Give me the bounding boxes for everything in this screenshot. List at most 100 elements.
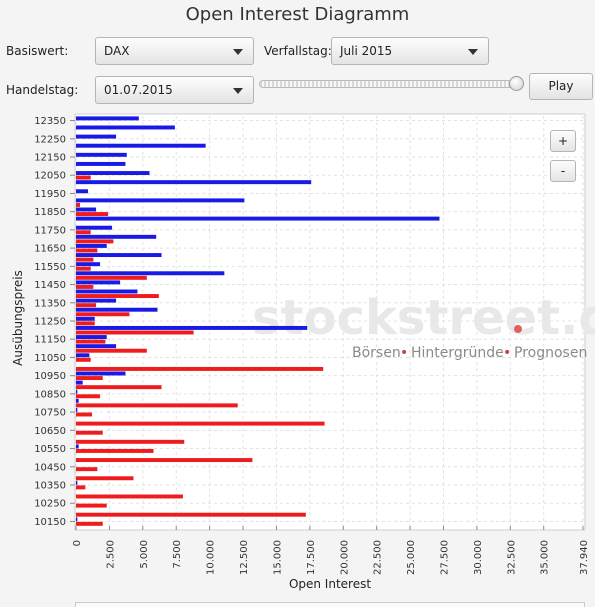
bar-red-11300: [76, 312, 130, 317]
handelstag-slider[interactable]: [259, 80, 521, 88]
bar-red-10200: [76, 512, 306, 517]
y-tick-label: 12250: [34, 134, 66, 145]
y-tick-label: 10650: [34, 426, 66, 437]
bar-blue-10150: [76, 517, 78, 522]
bar-blue-11200: [76, 325, 308, 330]
handelstag-select[interactable]: 01.07.2015: [95, 76, 254, 104]
x-tick-label: 22.500: [373, 540, 384, 575]
x-tick-label: 5.000: [139, 540, 150, 569]
bar-red-10800: [76, 403, 238, 408]
bar-red-12050: [76, 175, 91, 180]
play-button[interactable]: Play: [529, 73, 593, 100]
x-tick-label: 17.500: [306, 540, 317, 575]
bar-red-10950: [76, 376, 103, 381]
bar-red-10400: [76, 476, 134, 481]
y-tick-label: 12050: [34, 171, 66, 182]
y-tick-label: 11150: [34, 335, 66, 346]
bar-red-10550: [76, 448, 154, 453]
bar-red-10700: [76, 421, 325, 426]
bar-red-11500: [76, 275, 147, 280]
y-tick-label: 11750: [34, 225, 66, 236]
bar-blue-11050: [76, 353, 90, 358]
x-tick-label: 2.500: [105, 540, 116, 569]
zoom-in-button[interactable]: +: [550, 130, 576, 152]
tagline-part: Börsen: [352, 345, 401, 361]
bar-blue-11700: [76, 234, 157, 239]
bar-red-11150: [76, 339, 106, 344]
y-tick-label: 10950: [34, 371, 66, 382]
bars: [76, 116, 440, 526]
y-tick-label: 11450: [34, 280, 66, 291]
bar-blue-11850: [76, 207, 97, 212]
bar-blue-10550: [76, 444, 79, 449]
y-tick-label: 10450: [34, 462, 66, 473]
bar-blue-11300: [76, 307, 158, 312]
x-tick-label: 25.000: [406, 540, 417, 575]
chevron-down-icon: [233, 88, 243, 94]
verfallstag-select[interactable]: Juli 2015: [331, 37, 489, 65]
y-tick-label: 12350: [34, 116, 66, 127]
bar-red-11400: [76, 294, 159, 299]
tagline-separator-icon: •: [400, 345, 408, 361]
bar-red-10350: [76, 485, 86, 490]
y-tick-label: 10550: [34, 444, 66, 455]
bar-red-11900: [76, 202, 81, 207]
bar-blue-11350: [76, 298, 117, 303]
x-tick-labels: 0 2.500 5.000 7.500 10.000 12.500 15.000 17.500…: [72, 526, 590, 575]
slider-thumb[interactable]: [509, 76, 524, 91]
bar-blue-12200: [76, 143, 206, 148]
bar-blue-11150: [76, 335, 107, 340]
bar-blue-11600: [76, 253, 162, 258]
basiswert-select[interactable]: DAX: [95, 37, 254, 65]
bar-blue-12000: [76, 180, 312, 185]
y-tick-labels: 12350 12250 12150 12050 11950 11850 11750 11650…: [34, 116, 75, 528]
bar-blue-12150: [76, 152, 127, 157]
y-tick-label: 12150: [34, 153, 66, 164]
x-tick-label: 32.500: [506, 540, 517, 575]
chevron-down-icon: [468, 49, 478, 55]
zoom-out-button[interactable]: -: [550, 160, 576, 182]
x-tick-label: 12.500: [239, 540, 250, 575]
bar-blue-12100: [76, 161, 126, 166]
x-tick-label: 15.000: [272, 540, 283, 575]
watermark-tagline: Börsen • Hintergründe • Prognosen: [352, 345, 587, 361]
bar-red-11750: [76, 230, 91, 235]
bar-blue-11100: [76, 344, 117, 349]
chevron-down-icon: [233, 49, 243, 55]
bar-red-11050: [76, 357, 91, 362]
bar-blue-11400: [76, 289, 138, 294]
x-tick-label: 20.000: [339, 540, 350, 575]
bar-blue-10950: [76, 371, 126, 376]
y-tick-label: 11350: [34, 298, 66, 309]
y-tick-label: 10350: [34, 481, 66, 492]
bar-red-10650: [76, 430, 103, 435]
x-tick-label: 37.940: [579, 540, 590, 575]
handelstag-value: 01.07.2015: [104, 83, 173, 97]
bar-red-11100: [76, 348, 147, 353]
bar-red-10750: [76, 412, 93, 417]
watermark: stockstreet.de Börsen • Hintergründe • P…: [252, 290, 595, 361]
bar-red-11850: [76, 212, 109, 217]
tagline-part: Hintergründe: [411, 345, 504, 361]
y-tick-label: 11950: [34, 189, 66, 200]
x-tick-label: 10.000: [206, 540, 217, 575]
bar-red-11650: [76, 248, 98, 253]
bar-blue-10800: [76, 398, 79, 403]
bar-red-10450: [76, 467, 98, 472]
bar-blue-11900: [76, 198, 245, 203]
x-tick-label: 27.500: [439, 540, 450, 575]
bar-red-11550: [76, 266, 91, 271]
x-tick-label: 0: [72, 540, 83, 546]
bar-blue-11800: [76, 216, 440, 221]
bar-red-10600: [76, 439, 185, 444]
bar-blue-10350: [76, 480, 78, 485]
bar-red-10850: [76, 394, 101, 399]
bar-blue-11950: [76, 189, 89, 194]
y-tick-label: 11850: [34, 207, 66, 218]
bar-red-11250: [76, 321, 95, 326]
handelstag-label: Handelstag:: [6, 83, 79, 97]
bar-red-11000: [76, 366, 324, 371]
verfallstag-label: Verfallstag:: [264, 44, 332, 58]
bar-blue-12300: [76, 125, 175, 130]
x-tick-label: 30.000: [473, 540, 484, 575]
